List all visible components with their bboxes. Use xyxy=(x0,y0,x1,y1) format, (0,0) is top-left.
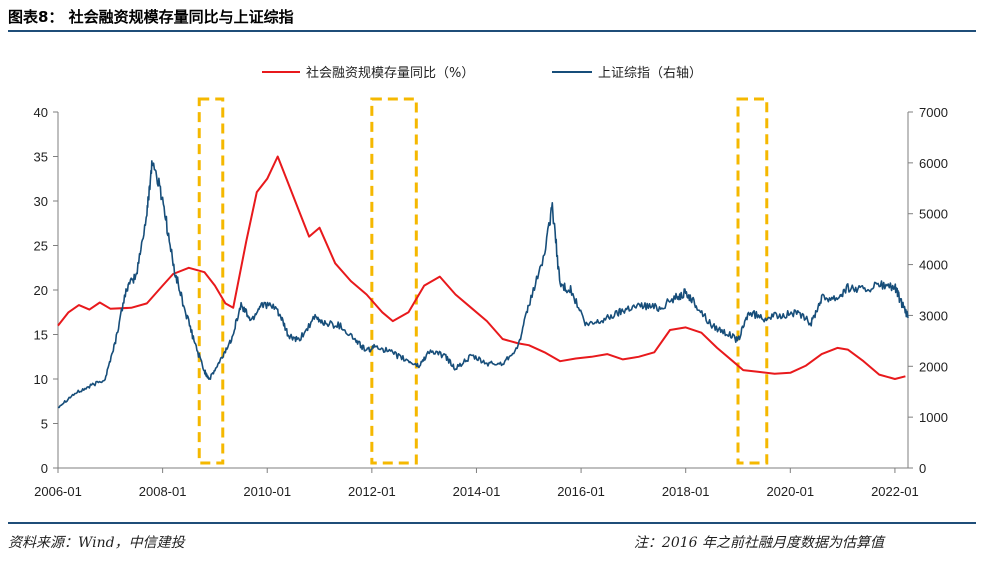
right-tick-label: 5000 xyxy=(919,207,948,222)
right-tick-label: 6000 xyxy=(919,156,948,171)
figure-title: 图表8： 社会融资规模存量同比与上证综指 xyxy=(8,8,294,26)
source-note: 资料来源：Wind，中信建投 xyxy=(8,535,185,551)
left-tick-label: 30 xyxy=(34,194,48,209)
right-tick-label: 1000 xyxy=(919,410,948,425)
x-tick-label: 2018-01 xyxy=(662,484,710,499)
right-tick-label: 7000 xyxy=(919,105,948,120)
left-tick-label: 20 xyxy=(34,283,48,298)
highlight-box xyxy=(736,97,769,465)
highlight-box xyxy=(197,97,225,465)
x-tick-label: 2014-01 xyxy=(453,484,501,499)
left-tick-label: 15 xyxy=(34,328,48,343)
left-tick-label: 25 xyxy=(34,239,48,254)
left-tick-label: 5 xyxy=(41,417,48,432)
highlight-box xyxy=(370,97,418,465)
x-tick-label: 2006-01 xyxy=(34,484,82,499)
x-tick-label: 2008-01 xyxy=(139,484,187,499)
top-rule xyxy=(8,30,976,32)
left-tick-label: 10 xyxy=(34,372,48,387)
x-tick-label: 2012-01 xyxy=(348,484,396,499)
left-tick-label: 35 xyxy=(34,150,48,165)
highlight-boxes xyxy=(197,97,769,465)
x-tick-label: 2022-01 xyxy=(871,484,919,499)
right-tick-label: 3000 xyxy=(919,308,948,323)
right-tick-label: 4000 xyxy=(919,258,948,273)
right-tick-label: 0 xyxy=(919,461,926,476)
series-group xyxy=(57,155,909,409)
legend: 社会融资规模存量同比（%） 上证综指（右轴） xyxy=(262,65,702,81)
legend-label-red: 社会融资规模存量同比（%） xyxy=(306,65,474,81)
legend-label-blue: 上证综指（右轴） xyxy=(598,66,702,81)
x-tick-label: 2016-01 xyxy=(557,484,605,499)
axes: 0 5 10 15 20 25 30 35 40 0 1000 2000 3000 4000 5000 600… xyxy=(34,105,948,499)
series-line-financing-yoy xyxy=(57,155,906,380)
x-tick-label: 2010-01 xyxy=(243,484,291,499)
footnote: 注：2016 年之前社融月度数据为估算值 xyxy=(633,535,884,551)
left-tick-label: 0 xyxy=(41,461,48,476)
bottom-rule xyxy=(8,522,976,524)
series-line-shanghai-index xyxy=(57,160,909,409)
x-tick-label: 2020-01 xyxy=(766,484,814,499)
left-tick-label: 40 xyxy=(34,105,48,120)
right-tick-label: 2000 xyxy=(919,359,948,374)
